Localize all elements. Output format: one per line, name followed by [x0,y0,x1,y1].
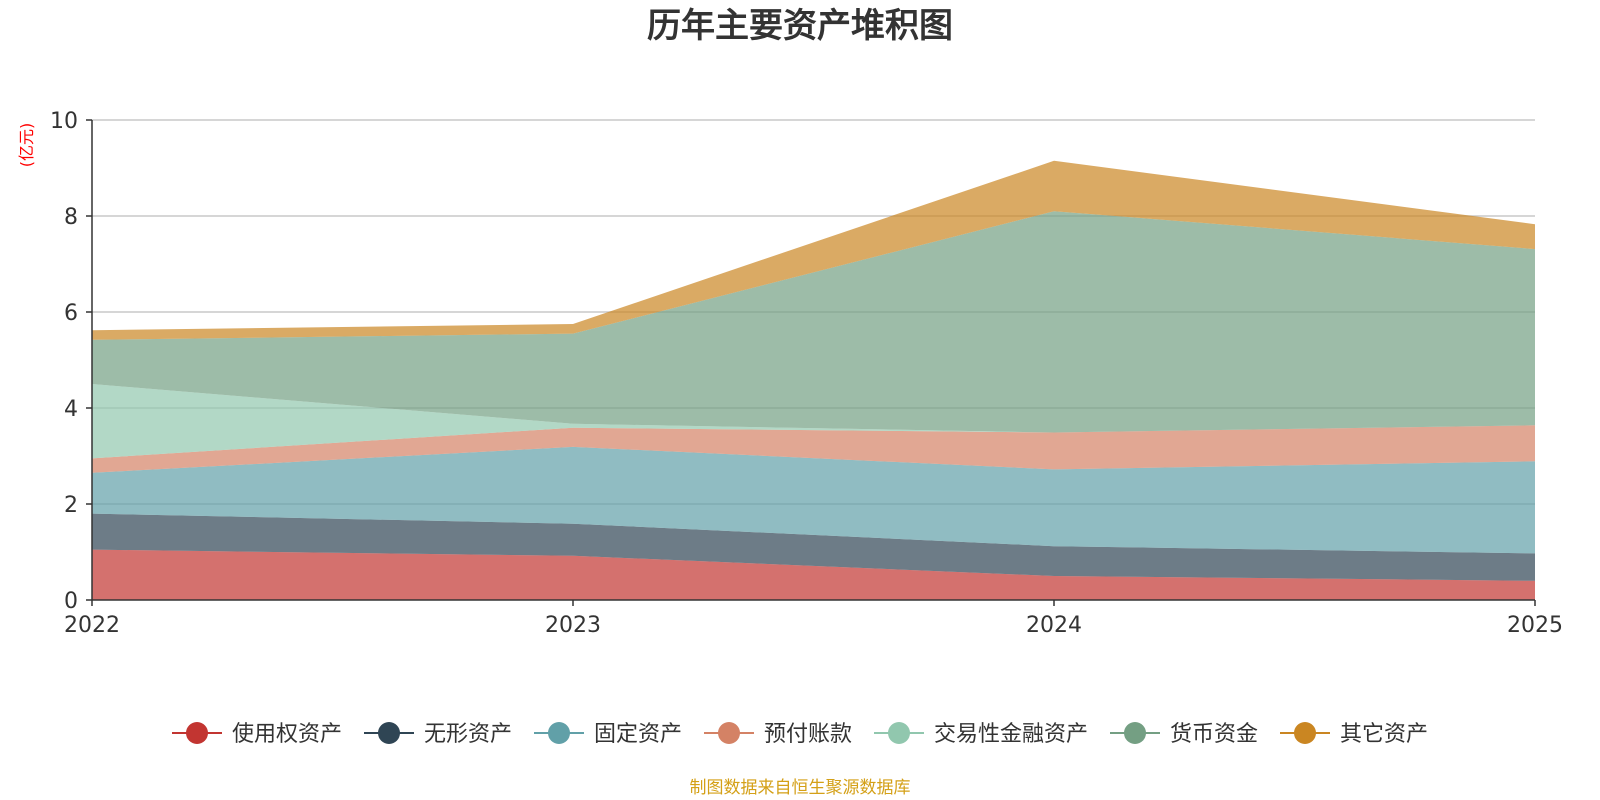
legend-item[interactable]: 交易性金融资产 [874,722,1088,747]
area-2 [92,513,1535,581]
y-axis-unit-label: (亿元) [17,123,36,168]
y-tick-label: 6 [64,301,78,326]
legend-marker [1294,722,1316,744]
legend-item[interactable]: 无形资产 [364,722,512,747]
x-tick-label: 2025 [1507,613,1563,638]
legend-marker [718,722,740,744]
legend-label: 预付账款 [764,722,852,747]
legend-marker [378,722,400,744]
legend-marker [548,722,570,744]
legend-item[interactable]: 固定资产 [534,722,682,747]
legend-marker [186,722,208,744]
area-7 [92,160,1535,340]
area-4 [92,425,1535,473]
legend-item[interactable]: 使用权资产 [172,722,342,747]
area-series [92,160,1535,600]
y-tick-label: 4 [64,397,78,422]
chart-title: 历年主要资产堆积图 [647,6,953,46]
legend-label: 货币资金 [1170,722,1258,747]
area-1 [92,549,1535,600]
legend-label: 交易性金融资产 [934,722,1088,747]
data-source-note: 制图数据来自恒生聚源数据库 [690,778,911,798]
area-5 [92,384,1535,459]
x-tick-label: 2023 [545,613,601,638]
axes: 0 2 4 6 8 10 2022 2023 2024 2025 [50,109,1563,638]
legend[interactable]: 使用权资产 无形资产 固定资产 预付账款 交易性金融资产 货币资金 其它资产 [172,722,1428,747]
area-3 [92,446,1535,554]
legend-marker [888,722,910,744]
y-tick-label: 8 [64,205,78,230]
legend-label: 其它资产 [1340,722,1428,747]
legend-item[interactable]: 货币资金 [1110,722,1258,747]
y-tick-label: 0 [64,589,78,614]
legend-item[interactable]: 预付账款 [704,722,852,747]
y-tick-label: 2 [64,493,78,518]
area-6 [92,211,1535,433]
legend-label: 固定资产 [594,722,682,747]
y-tick-label: 10 [50,109,78,134]
x-tick-label: 2022 [64,613,120,638]
legend-item[interactable]: 其它资产 [1280,722,1428,747]
legend-marker [1124,722,1146,744]
legend-label: 使用权资产 [232,722,342,747]
x-tick-label: 2024 [1026,613,1082,638]
legend-label: 无形资产 [424,722,512,747]
